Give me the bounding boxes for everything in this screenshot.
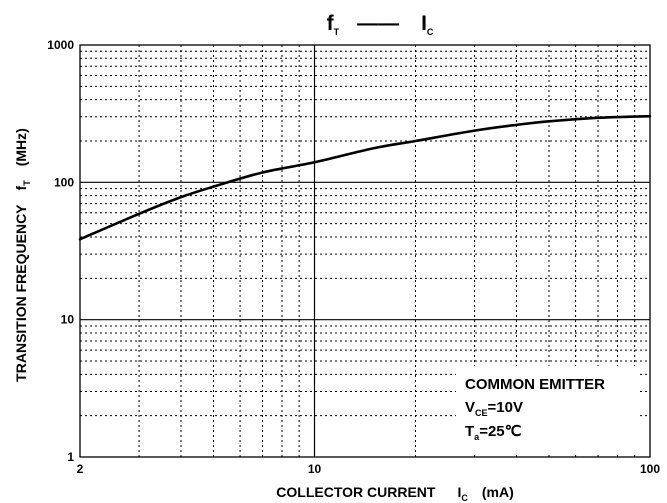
y-axis-label: TRANSITION FREQUENCY fT (MHz) xyxy=(13,128,32,382)
note-common-emitter: COMMON EMITTER xyxy=(465,376,605,393)
note-ta: Ta=25℃ xyxy=(465,423,522,442)
note-vce: VCE=10V xyxy=(465,399,523,418)
y-axis-text: TRANSITION FREQUENCY xyxy=(13,204,29,382)
y-tick-labels: 1 10 100 1000 xyxy=(47,38,74,464)
title-second: I xyxy=(421,12,427,35)
y-tick-label: 10 xyxy=(61,313,75,327)
x-tick-labels: 2 10 100 xyxy=(77,462,661,476)
note-ta-rest: =25℃ xyxy=(479,423,521,440)
note-ta-sub: a xyxy=(474,432,480,442)
chart-title: fT —— IC xyxy=(327,12,434,37)
x-tick-label: 2 xyxy=(77,462,84,476)
x-axis-unit: (mA) xyxy=(482,484,514,500)
x-axis-symbol: I xyxy=(457,484,461,500)
y-axis-symbol: f xyxy=(13,185,29,190)
note-vce-sub: CE xyxy=(475,408,488,418)
note-vce-main: V xyxy=(465,399,475,416)
title-second-sub: C xyxy=(427,27,434,37)
series-layer xyxy=(78,114,652,241)
x-axis-symbol-sub: C xyxy=(461,493,468,503)
note-ta-main: T xyxy=(465,423,474,440)
title-dash: —— xyxy=(357,12,399,35)
conditions-annotation: COMMON EMITTER VCE=10V Ta=25℃ xyxy=(456,366,638,452)
x-tick-label: 10 xyxy=(308,462,322,476)
ft-vs-ic-curve xyxy=(78,114,652,241)
y-tick-label: 100 xyxy=(54,175,74,189)
x-axis-label: COLLECTOR CURRENT IC (mA) xyxy=(276,484,513,503)
note-vce-rest: =10V xyxy=(488,399,523,416)
y-tick-label: 1 xyxy=(67,450,74,464)
title-main: f xyxy=(327,12,335,35)
y-axis-unit: (MHz) xyxy=(13,128,29,166)
x-tick-label: 100 xyxy=(640,462,660,476)
x-axis-text: COLLECTOR CURRENT xyxy=(276,484,436,500)
grid xyxy=(80,45,650,457)
y-tick-label: 1000 xyxy=(47,38,74,52)
y-axis-symbol-sub: T xyxy=(22,180,32,186)
title-main-sub: T xyxy=(334,27,340,37)
plot-frame xyxy=(79,44,651,458)
